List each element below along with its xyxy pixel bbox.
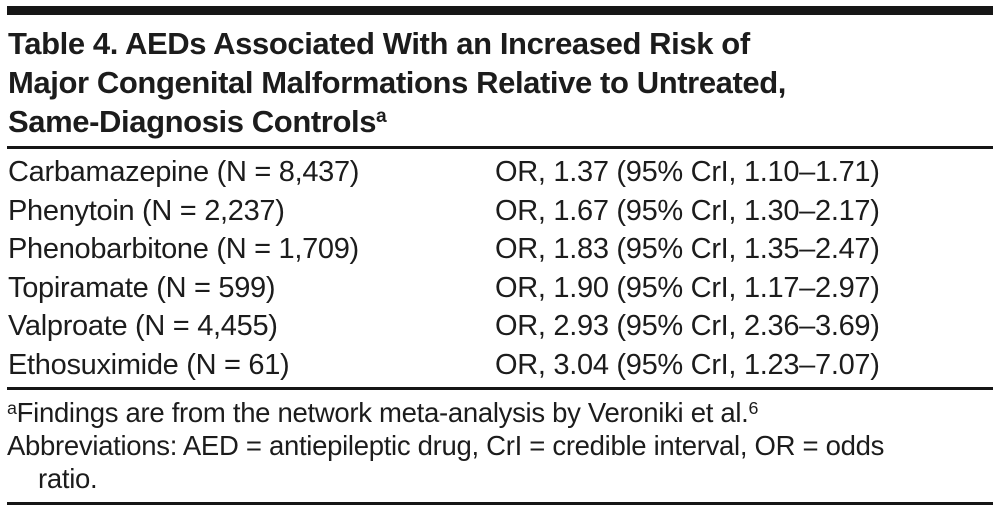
table-title-line-2: Major Congenital Malformations Relative … [8, 65, 787, 100]
body-rule [7, 387, 993, 390]
drug-cell: Ethosuximide (N = 61) [8, 348, 290, 381]
table-footnotes: aFindings are from the network meta-anal… [7, 390, 993, 502]
odds-ratio-cell: OR, 2.93 (95% CrI, 2.36–3.69) [495, 310, 880, 342]
footnote-finding: aFindings are from the network meta-anal… [7, 396, 993, 429]
footnote-abbreviations-line-2: ratio. [38, 463, 98, 494]
bottom-rule [7, 502, 993, 505]
table-row: Topiramate (N = 599) OR, 1.90 (95% CrI, … [8, 269, 993, 308]
drug-cell: Valproate (N = 4,455) [8, 310, 278, 342]
table-body: Carbamazepine (N = 8,437) OR, 1.37 (95% … [7, 149, 993, 387]
table-row: Valproate (N = 4,455) OR, 2.93 (95% CrI,… [8, 307, 993, 346]
table-row: Ethosuximide (N = 61) OR, 3.04 (95% CrI,… [8, 346, 993, 385]
footnote-reference-number: 6 [748, 397, 759, 418]
footnote-marker: a [7, 397, 17, 418]
drug-cell: Carbamazepine (N = 8,437) [8, 156, 360, 188]
odds-ratio-cell: OR, 1.83 (95% CrI, 1.35–2.47) [495, 233, 880, 265]
odds-ratio-cell: OR, 3.04 (95% CrI, 1.23–7.07) [495, 348, 880, 381]
drug-cell: Phenytoin (N = 2,237) [8, 194, 285, 227]
table-row: Phenobarbitone (N = 1,709) OR, 1.83 (95%… [8, 230, 993, 269]
table-title-line-3: Same-Diagnosis Controls [8, 104, 377, 139]
drug-cell: Topiramate (N = 599) [8, 271, 276, 304]
table-title-footnote-marker: a [376, 106, 387, 128]
odds-ratio-cell: OR, 1.37 (95% CrI, 1.10–1.71) [495, 156, 880, 188]
table-title-line-1: Table 4. AEDs Associated With an Increas… [8, 26, 750, 61]
table-row: Phenytoin (N = 2,237) OR, 1.67 (95% CrI,… [8, 192, 993, 231]
table-top-rule [7, 6, 993, 15]
table-card: Table 4. AEDs Associated With an Increas… [0, 6, 1001, 520]
footnote-abbreviations: Abbreviations: AED = antiepileptic drug,… [7, 429, 993, 495]
footnote-finding-text: Findings are from the network meta-analy… [16, 397, 749, 428]
table-title: Table 4. AEDs Associated With an Increas… [7, 15, 993, 146]
drug-cell: Phenobarbitone (N = 1,709) [8, 233, 359, 265]
odds-ratio-cell: OR, 1.90 (95% CrI, 1.17–2.97) [495, 271, 880, 304]
footnote-abbreviations-line-1: Abbreviations: AED = antiepileptic drug,… [7, 430, 885, 461]
table-row: Carbamazepine (N = 8,437) OR, 1.37 (95% … [8, 153, 993, 192]
title-rule [7, 146, 993, 149]
odds-ratio-cell: OR, 1.67 (95% CrI, 1.30–2.17) [495, 194, 880, 227]
